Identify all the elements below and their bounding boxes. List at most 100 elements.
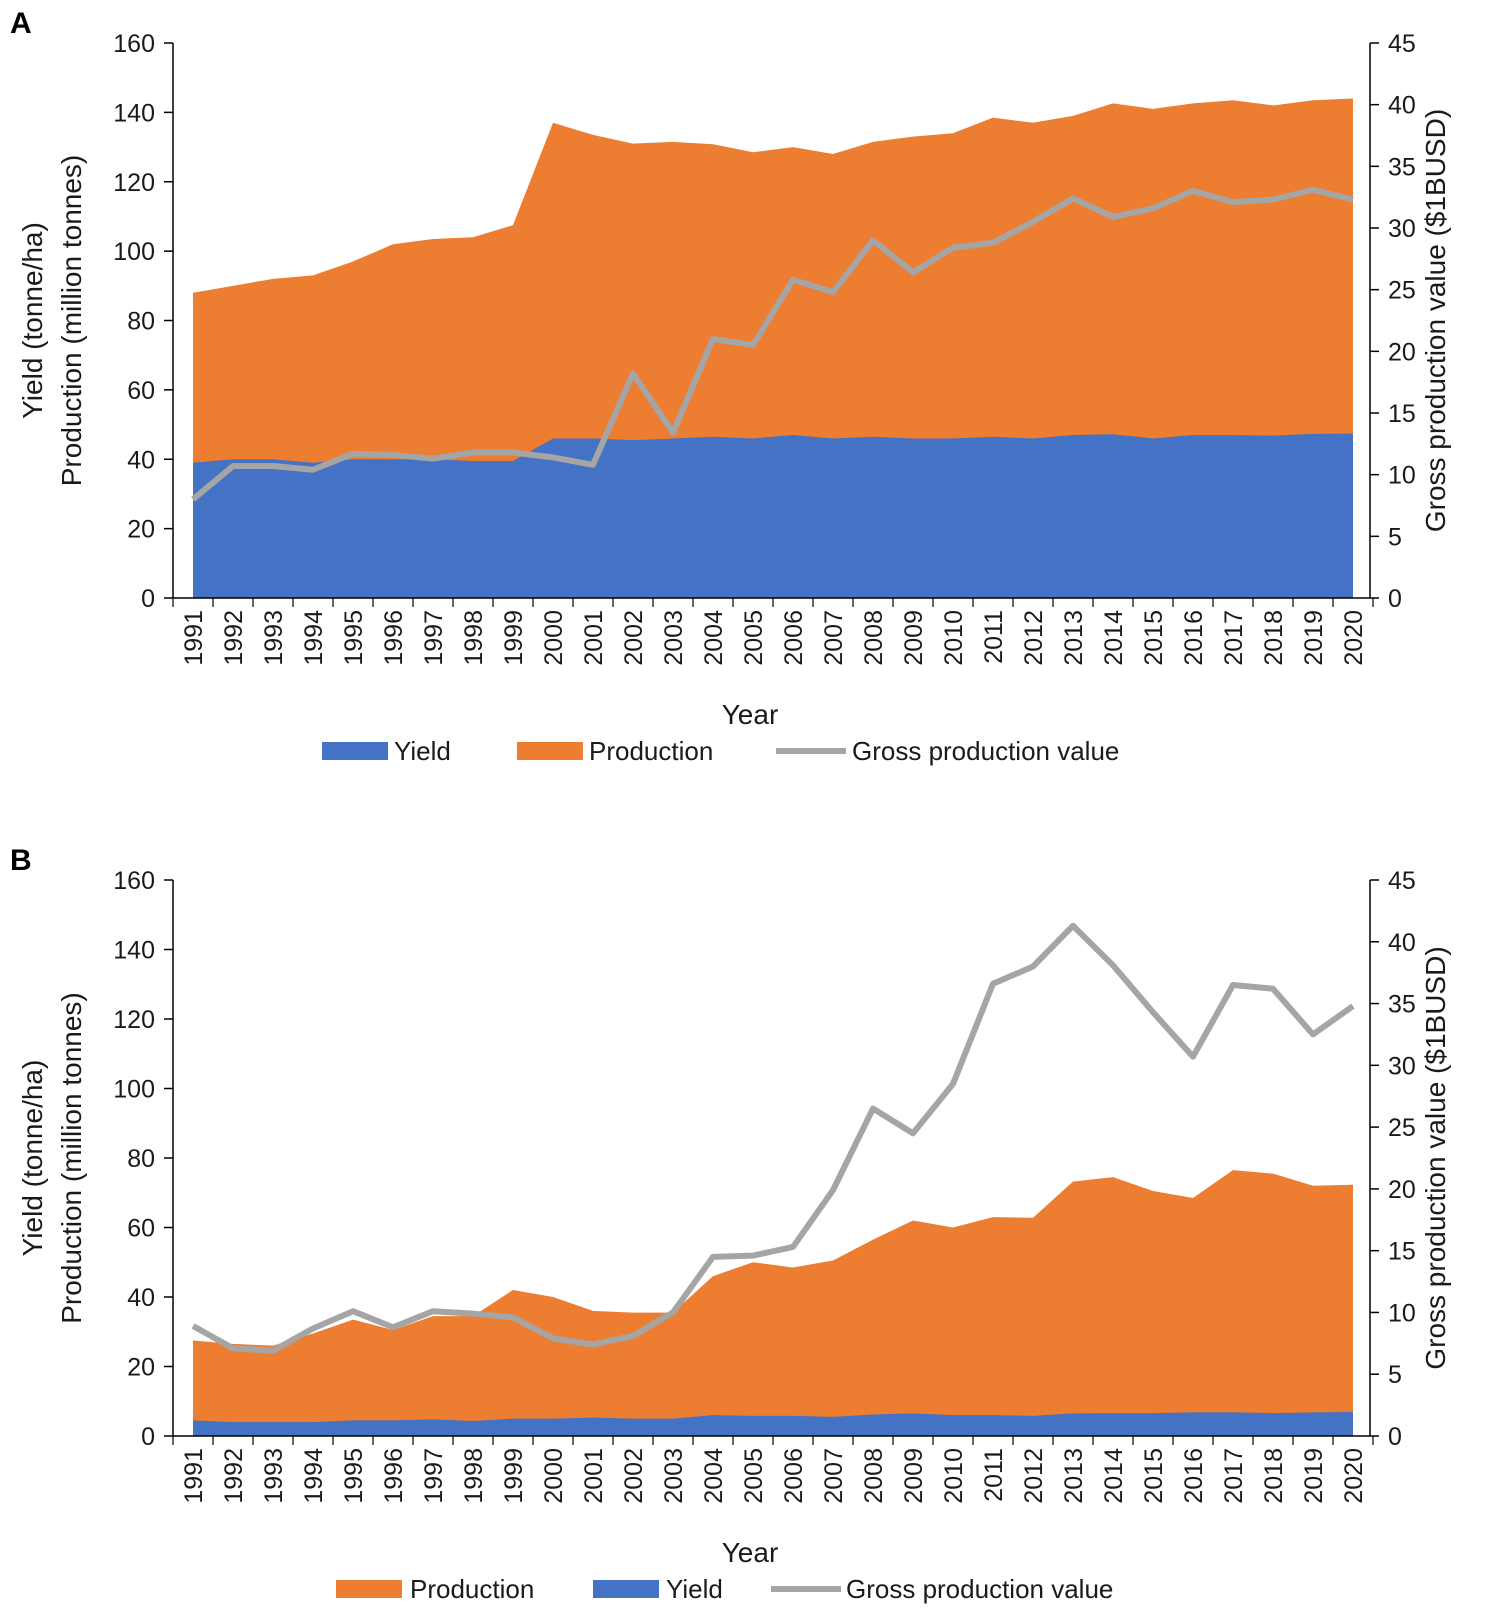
- line-gross-production-value: [191, 922, 1355, 1354]
- x-tick-label: 1994: [300, 1448, 328, 1504]
- x-tick-label: 1993: [260, 1448, 288, 1504]
- y-tick-label: 20: [127, 1354, 155, 1382]
- panel-label: A: [10, 7, 32, 40]
- y2-tick-label: 10: [1388, 462, 1416, 490]
- y2-tick-label: 45: [1388, 30, 1416, 58]
- y2-tick-label: 15: [1388, 1238, 1416, 1266]
- y2-axis-title: Gross production value ($1BUSD): [1420, 946, 1451, 1369]
- x-tick-label: 1991: [180, 610, 208, 666]
- y-tick-label: 120: [113, 1006, 155, 1034]
- y2-tick-label: 20: [1388, 338, 1416, 366]
- x-axis-title: Year: [722, 699, 779, 730]
- x-tick-label: 2007: [820, 610, 848, 666]
- y2-axis-title: Gross production value ($1BUSD): [1420, 109, 1451, 532]
- y-tick-label: 100: [113, 238, 155, 266]
- legend-label-yield: Yield: [666, 1574, 723, 1604]
- x-tick-label: 2015: [1140, 610, 1168, 666]
- x-tick-label: 2006: [780, 610, 808, 666]
- y2-tick-label: 45: [1388, 867, 1416, 895]
- y-tick-label: 160: [113, 30, 155, 58]
- x-tick-label: 2017: [1220, 1448, 1248, 1504]
- x-tick-label: 2010: [940, 1448, 968, 1504]
- y-axis-title-line2: Production (million tonnes): [56, 155, 87, 487]
- y-tick-label: 140: [113, 99, 155, 127]
- y2-tick-label: 15: [1388, 400, 1416, 428]
- x-tick-label: 2003: [660, 610, 688, 666]
- chart-panel-b: B 0 20 40 60 80 100 120 140 160 0 5 10 15 20 25 30 35 40 45…: [10, 844, 1451, 1604]
- area-yield: [193, 1412, 1353, 1436]
- x-tick-label: 2005: [740, 610, 768, 666]
- y-tick-label: 120: [113, 169, 155, 197]
- legend: Production Yield Gross production value: [336, 1574, 1113, 1604]
- panel-label: B: [10, 844, 32, 877]
- x-tick-label: 1998: [460, 610, 488, 666]
- x-tick-label: 1992: [220, 610, 248, 666]
- y-tick-label: 60: [127, 377, 155, 405]
- y-axis-title-line1: Yield (tonne/ha): [17, 222, 48, 419]
- x-tick-label: 2005: [740, 1448, 768, 1504]
- y2-tick-label: 5: [1388, 523, 1402, 551]
- chart-panel-a: A 0 20 40 60 80 100 120 140 160 0 5 10 15 20 25 30 35 40 45…: [10, 7, 1451, 766]
- legend-label-production: Production: [410, 1574, 534, 1604]
- x-tick-label: 2015: [1140, 1448, 1168, 1504]
- x-tick-label: 1999: [500, 1448, 528, 1504]
- legend-key-yield: [322, 742, 388, 760]
- x-tick-label: 2003: [660, 1448, 688, 1504]
- x-tick-label: 2016: [1180, 1448, 1208, 1504]
- x-tick-label: 1995: [340, 610, 368, 666]
- x-tick-label: 2004: [700, 610, 728, 666]
- y-tick-label: 0: [141, 585, 155, 613]
- x-tick-label: 2010: [940, 610, 968, 666]
- legend-label-production: Production: [589, 736, 713, 766]
- x-tick-label: 2019: [1300, 610, 1328, 666]
- x-tick-label: 2020: [1340, 1448, 1368, 1504]
- y2-tick-label: 20: [1388, 1176, 1416, 1204]
- x-tick-label: 2000: [540, 610, 568, 666]
- legend-label-gross-production-value: Gross production value: [846, 1574, 1113, 1604]
- y2-tick-label: 35: [1388, 991, 1416, 1019]
- x-tick-label: 2006: [780, 1448, 808, 1504]
- x-tick-label: 2013: [1060, 1448, 1088, 1504]
- x-axis-title: Year: [722, 1537, 779, 1568]
- y-tick-label: 40: [127, 446, 155, 474]
- y-tick-label: 80: [127, 1145, 155, 1173]
- x-tick-label: 2012: [1020, 610, 1048, 666]
- y-tick-label: 20: [127, 516, 155, 544]
- x-tick-label: 2016: [1180, 610, 1208, 666]
- x-tick-label: 1992: [220, 1448, 248, 1504]
- x-tick-label: 2008: [860, 1448, 888, 1504]
- legend-key-yield: [593, 1580, 659, 1598]
- x-tick-label: 2008: [860, 610, 888, 666]
- y-tick-label: 0: [141, 1423, 155, 1451]
- y-tick-label: 60: [127, 1215, 155, 1243]
- y-tick-label: 80: [127, 308, 155, 336]
- x-tick-label: 1997: [420, 1448, 448, 1504]
- y2-tick-label: 40: [1388, 929, 1416, 957]
- x-tick-label: 1993: [260, 610, 288, 666]
- x-tick-label: 1995: [340, 1448, 368, 1504]
- x-tick-label: 2004: [700, 1448, 728, 1504]
- x-tick-label: 1991: [180, 1448, 208, 1504]
- x-tick-label: 2011: [980, 1448, 1008, 1502]
- x-tick-label: 2014: [1100, 610, 1128, 666]
- x-tick-label: 1994: [300, 610, 328, 666]
- y-tick-label: 160: [113, 867, 155, 895]
- x-tick-label: 2014: [1100, 1448, 1128, 1504]
- y2-tick-label: 25: [1388, 277, 1416, 305]
- y2-tick-label: 30: [1388, 215, 1416, 243]
- y2-tick-label: 10: [1388, 1299, 1416, 1327]
- x-tick-label: 2000: [540, 1448, 568, 1504]
- legend-label-gross-production-value: Gross production value: [852, 736, 1119, 766]
- x-tick-label: 2017: [1220, 610, 1248, 666]
- x-tick-label: 2019: [1300, 1448, 1328, 1504]
- area-production: [193, 1170, 1353, 1436]
- x-tick-label: 2002: [620, 610, 648, 666]
- y2-tick-label: 25: [1388, 1114, 1416, 1142]
- x-tick-label: 1998: [460, 1448, 488, 1504]
- x-tick-label: 2001: [580, 1448, 608, 1504]
- legend-key-production: [336, 1580, 402, 1598]
- x-tick-label: 2001: [580, 610, 608, 666]
- y2-tick-label: 30: [1388, 1052, 1416, 1080]
- y-tick-label: 100: [113, 1076, 155, 1104]
- y2-tick-label: 35: [1388, 153, 1416, 181]
